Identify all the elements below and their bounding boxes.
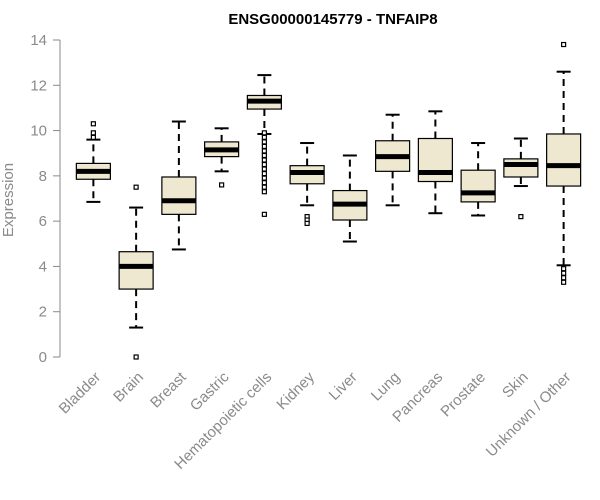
box-iqr: [460, 169, 496, 203]
outlier-point: [561, 279, 567, 285]
y-axis-label: Expression: [0, 163, 17, 237]
box-iqr: [503, 158, 539, 178]
outlier-point: [133, 184, 139, 190]
outlier-point: [219, 182, 225, 188]
y-tick-label: 8: [39, 168, 47, 185]
outlier-point: [90, 130, 96, 136]
box-iqr: [546, 133, 582, 187]
outlier-point: [261, 152, 267, 159]
outlier-point: [261, 148, 267, 154]
outlier-point: [304, 220, 310, 227]
outlier-point: [261, 161, 267, 168]
box-liver: [332, 154, 368, 243]
x-tick-label: Brain: [110, 369, 147, 406]
box-hematopoietic-cells: [246, 74, 282, 217]
outlier-point: [261, 175, 267, 181]
outlier-point: [261, 139, 267, 145]
outlier-point: [261, 184, 267, 190]
outlier-point: [261, 170, 267, 177]
x-tick-label: Bladder: [56, 369, 105, 418]
outlier-point: [261, 134, 267, 140]
x-tick-label: Prostate: [437, 369, 489, 421]
outlier-point: [261, 166, 267, 172]
x-tick-label: Breast: [147, 368, 190, 411]
box-brain: [118, 184, 154, 360]
x-tick-label: Lung: [368, 369, 404, 405]
box-bladder: [75, 121, 111, 203]
box-kidney: [289, 142, 325, 227]
chart-title: ENSG00000145779 - TNFAIP8: [228, 11, 437, 28]
y-tick-label: 10: [30, 123, 47, 140]
y-tick-label: 12: [30, 77, 47, 94]
outlier-point: [561, 266, 567, 272]
x-tick-label: Kidney: [273, 368, 318, 413]
y-tick-label: 4: [39, 258, 47, 275]
box-iqr: [417, 137, 453, 183]
outlier-point: [90, 121, 96, 127]
box-skin: [503, 137, 539, 220]
outlier-point: [261, 211, 267, 217]
box-breast: [161, 120, 197, 251]
box-gastric: [204, 127, 240, 188]
box-series: [75, 41, 582, 360]
box-unknown-other: [546, 41, 582, 285]
outlier-point: [90, 134, 96, 140]
outlier-point: [261, 143, 267, 150]
outlier-point: [561, 41, 567, 48]
outlier-point: [261, 189, 267, 195]
y-tick-label: 14: [30, 32, 47, 49]
outlier-point: [261, 130, 267, 136]
x-tick-label: Liver: [326, 369, 361, 404]
box-iqr: [118, 251, 154, 290]
y-tick-label: 2: [39, 304, 47, 321]
box-prostate: [460, 142, 496, 217]
x-tick-label: Skin: [499, 369, 532, 402]
box-iqr: [161, 176, 197, 215]
box-lung: [375, 113, 411, 207]
outlier-point: [561, 270, 567, 276]
y-axis: 0 2 4 6 8 10 12 14: [30, 32, 61, 366]
y-tick-label: 0: [39, 349, 47, 366]
outlier-point: [261, 180, 267, 186]
y-tick-label: 6: [39, 213, 47, 230]
outlier-point: [518, 214, 524, 220]
outlier-point: [561, 275, 567, 281]
outlier-point: [261, 157, 267, 163]
box-pancreas: [417, 110, 453, 215]
outlier-point: [133, 354, 139, 360]
